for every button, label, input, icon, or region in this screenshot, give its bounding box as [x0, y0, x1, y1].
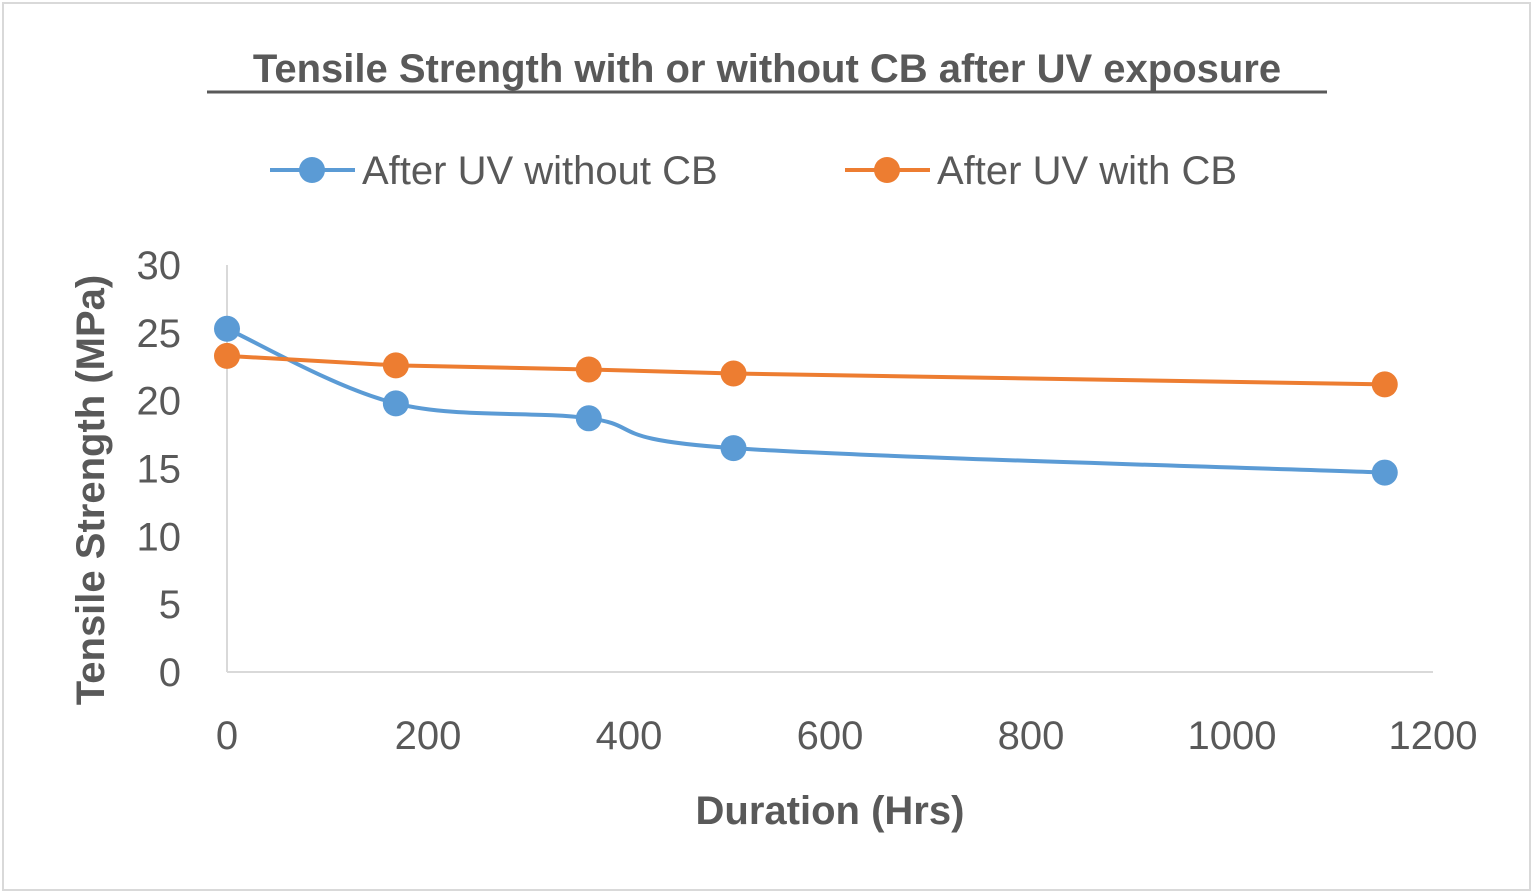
series-layer — [214, 315, 1398, 486]
x-tick-label: 600 — [797, 714, 864, 758]
x-tick-label: 1200 — [1389, 714, 1478, 758]
chart-title: Tensile Strength with or without CB afte… — [253, 47, 1281, 91]
x-tick-label: 1000 — [1188, 714, 1277, 758]
legend: After UV without CB After UV with CB — [270, 149, 1237, 193]
data-point-0 — [1371, 459, 1398, 486]
y-tick-label: 15 — [137, 448, 182, 492]
legend-label-with-cb: After UV with CB — [937, 149, 1237, 193]
y-tick-label: 10 — [137, 515, 182, 559]
data-point-0 — [214, 315, 240, 342]
data-point-1 — [575, 356, 602, 383]
y-tick-label: 30 — [137, 244, 182, 288]
x-tick-label: 800 — [998, 714, 1065, 758]
data-point-1 — [214, 342, 240, 369]
data-point-0 — [720, 435, 747, 462]
x-tick-label: 0 — [216, 714, 238, 758]
data-point-1 — [382, 352, 409, 379]
x-tick-label: 200 — [395, 714, 462, 758]
y-tick-label: 5 — [159, 583, 181, 627]
data-point-1 — [1371, 371, 1398, 398]
legend-marker-without-cb — [299, 157, 325, 183]
series-line-0 — [226, 326, 1385, 475]
y-tick-label: 25 — [137, 312, 182, 356]
data-point-1 — [720, 360, 747, 387]
legend-label-without-cb: After UV without CB — [362, 149, 718, 193]
y-tick-labels: 0 5 10 15 20 25 30 — [137, 244, 182, 695]
legend-marker-with-cb — [874, 157, 900, 183]
data-point-0 — [575, 405, 602, 432]
y-axis-title: Tensile Strength (MPa) — [69, 275, 113, 705]
x-tick-labels: 0 200 400 600 800 1000 1200 — [216, 714, 1478, 758]
x-axis-title: Duration (Hrs) — [696, 789, 965, 833]
x-tick-label: 400 — [596, 714, 663, 758]
y-tick-label: 0 — [159, 651, 181, 695]
data-point-0 — [382, 390, 409, 417]
y-tick-label: 20 — [137, 380, 182, 424]
